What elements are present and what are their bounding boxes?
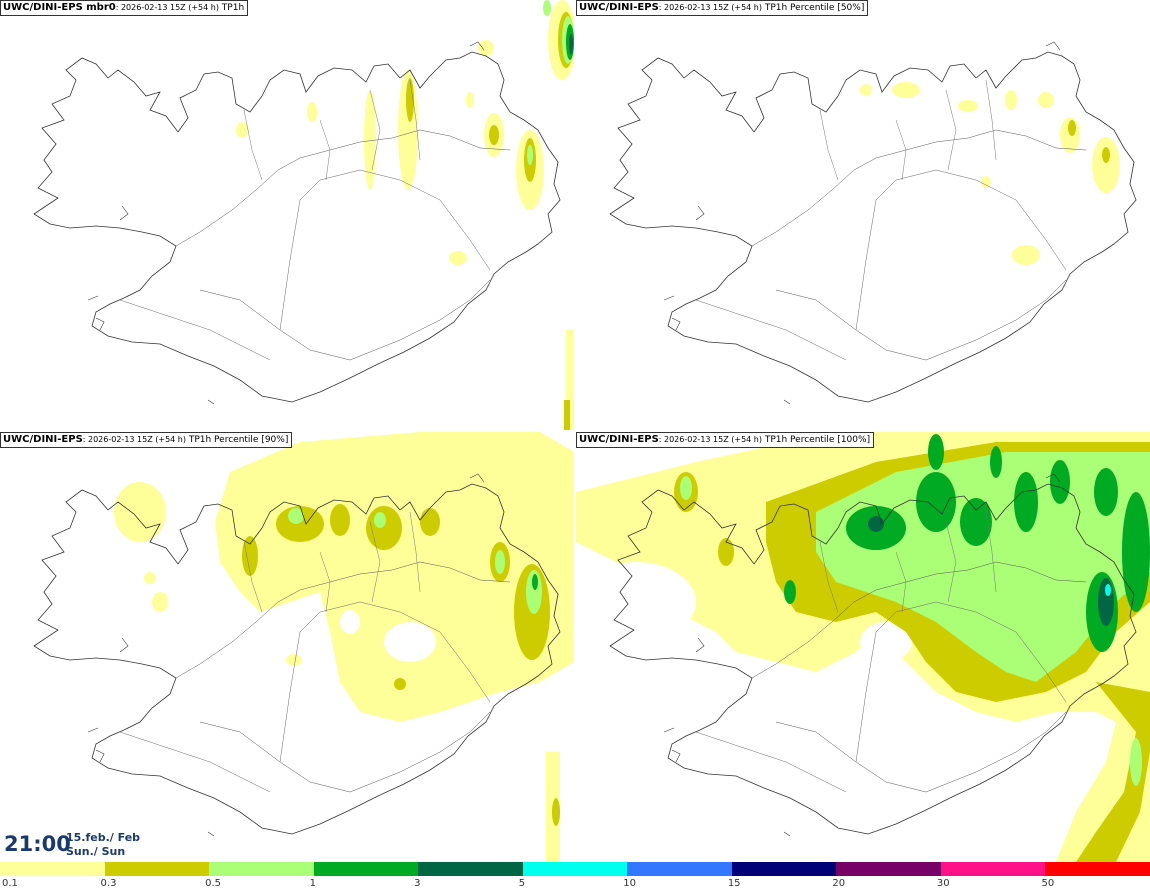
map-panel-percentile-90: UWC/DINI-EPS: 2026-02-13 15Z (+54 h) TP1… xyxy=(0,432,574,862)
legend-swatch xyxy=(0,862,106,876)
legend-label: 3 xyxy=(414,878,421,889)
panel-title: UWC/DINI-EPS: 2026-02-13 15Z (+54 h) TP1… xyxy=(576,0,869,16)
precipitation-map xyxy=(33,0,574,430)
legend-swatch xyxy=(1045,862,1150,876)
legend-label: 5 xyxy=(518,878,526,889)
field-name: TP1h Percentile [100%] xyxy=(761,435,871,445)
precipitation-map xyxy=(33,432,574,862)
panel-title: UWC/DINI-EPS: 2026-02-13 15Z (+54 h) TP1… xyxy=(576,432,875,448)
model-name: UWC/DINI-EPS xyxy=(579,2,659,13)
legend-label: 10 xyxy=(623,878,636,889)
model-name: UWC/DINI-EPS mbr0 xyxy=(3,2,116,13)
legend-label: 0.5 xyxy=(205,878,221,889)
legend-swatch xyxy=(731,862,837,876)
legend-swatch xyxy=(209,862,315,876)
field-name: TP1h Percentile [50%] xyxy=(761,3,865,13)
legend-swatch xyxy=(940,862,1046,876)
legend-swatch xyxy=(522,862,628,876)
legend-swatch xyxy=(836,862,942,876)
legend-swatch xyxy=(418,862,524,876)
map-panel-percentile-100: UWC/DINI-EPS: 2026-02-13 15Z (+54 h) TP1… xyxy=(576,432,1150,862)
legend-label: 0.3 xyxy=(100,878,117,889)
field-name: TP1h Percentile [90%] xyxy=(185,435,289,445)
field-name: TP1h xyxy=(218,3,245,13)
legend-label: 1 xyxy=(309,878,316,889)
precipitation-map xyxy=(609,41,1137,405)
model-name: UWC/DINI-EPS xyxy=(579,434,659,445)
legend-swatch xyxy=(627,862,733,876)
valid-time: 21:00 xyxy=(4,832,71,856)
map-panel-percentile-50: UWC/DINI-EPS: 2026-02-13 15Z (+54 h) TP1… xyxy=(576,0,1150,430)
model-name: UWC/DINI-EPS xyxy=(3,434,83,445)
valid-weekday: Sun./ Sun xyxy=(66,845,126,858)
valid-date: 15.feb./ Feb xyxy=(66,831,141,844)
legend-label: 50 xyxy=(1041,878,1055,889)
map-panel-member0: UWC/DINI-EPS mbr0: 2026-02-13 15Z (+54 h… xyxy=(0,0,574,430)
run-time: : 2026-02-13 15Z (+54 h) xyxy=(82,435,186,444)
legend-label: 15 xyxy=(727,878,741,889)
precipitation-map xyxy=(576,432,1150,862)
legend-label: 30 xyxy=(936,878,950,889)
panel-title: UWC/DINI-EPS: 2026-02-13 15Z (+54 h) TP1… xyxy=(0,432,293,448)
legend-label: 20 xyxy=(832,878,846,889)
legend-swatch xyxy=(313,862,419,876)
run-time: : 2026-02-13 15Z (+54 h) xyxy=(115,3,219,12)
panel-divider-horizontal xyxy=(0,430,1150,432)
valid-time-box: 21:00 15.feb./ Feb Sun./ Sun xyxy=(0,828,150,862)
legend-label: 0.1 xyxy=(2,878,18,889)
run-time: : 2026-02-13 15Z (+54 h) xyxy=(658,3,762,12)
run-time: : 2026-02-13 15Z (+54 h) xyxy=(658,435,762,444)
legend-swatch xyxy=(104,862,210,876)
panel-title: UWC/DINI-EPS mbr0: 2026-02-13 15Z (+54 h… xyxy=(0,0,249,16)
color-legend: 0.1 0.3 0.5 1 3 5 10 15 20 30 50 xyxy=(0,862,1150,891)
